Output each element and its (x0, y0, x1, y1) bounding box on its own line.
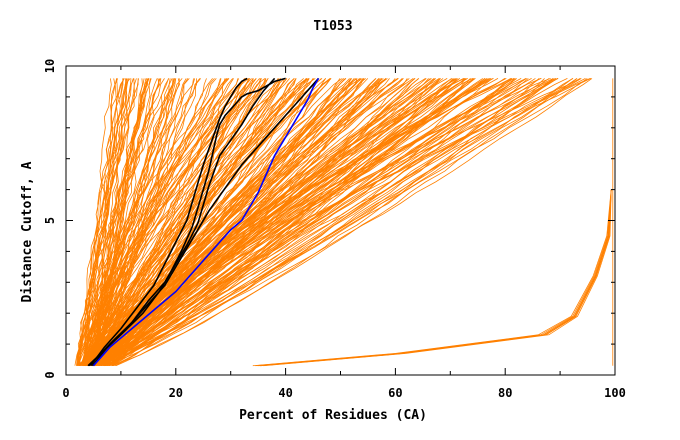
model-line (89, 78, 415, 367)
model-line (88, 78, 467, 367)
x-axis-label: Percent of Residues (CA) (239, 408, 427, 423)
model-line (78, 78, 194, 367)
model-line (87, 78, 529, 367)
model-line (98, 78, 361, 366)
model-line (109, 78, 578, 367)
model-line (106, 78, 490, 366)
x-tick-label: 20 (169, 386, 183, 400)
series-lines (87, 77, 320, 367)
axis-ticks (65, 65, 616, 376)
model-line (97, 78, 149, 366)
model-line (93, 78, 540, 367)
y-tick-label: 0 (43, 371, 57, 378)
model-line (99, 78, 448, 366)
chart-title: T1053 (313, 19, 352, 34)
model-line (90, 78, 350, 366)
background-model-lines (74, 78, 614, 367)
model-line (94, 78, 458, 367)
model-line (84, 78, 280, 366)
model-line (100, 78, 415, 367)
model-line (83, 78, 308, 366)
model-line (104, 78, 588, 366)
model-line (77, 78, 227, 366)
series-line-4 (87, 77, 286, 367)
y-tick-label: 5 (43, 217, 57, 224)
model-line (82, 78, 380, 366)
model-line (105, 78, 514, 367)
model-line (76, 78, 129, 366)
model-line (101, 78, 558, 367)
model-line (83, 78, 314, 366)
x-tick-label: 60 (388, 386, 402, 400)
model-line (85, 78, 457, 366)
model-line (94, 78, 160, 366)
model-line (95, 78, 536, 367)
model-line (82, 78, 251, 366)
model-line (104, 78, 515, 367)
model-line (90, 78, 119, 366)
model-line (106, 78, 527, 366)
model-line (106, 78, 475, 367)
series-line-1 (90, 77, 248, 367)
model-line (86, 78, 175, 366)
model-line (92, 78, 464, 366)
series-line-3 (88, 77, 320, 367)
model-line (252, 189, 612, 367)
model-line (89, 78, 408, 367)
y-tick-label: 10 (43, 59, 57, 73)
model-line (84, 78, 554, 367)
series-line-5 (92, 77, 320, 367)
model-line (81, 78, 410, 366)
model-line (113, 78, 485, 367)
model-line (102, 78, 151, 366)
model-line (82, 78, 257, 366)
model-line (109, 78, 384, 366)
model-line (102, 78, 556, 366)
series-line-2 (91, 77, 276, 367)
model-line (102, 78, 559, 366)
model-line (94, 78, 493, 367)
y-axis-label: Distance Cutoff, A (20, 161, 35, 302)
model-line (115, 78, 556, 367)
model-line (91, 78, 150, 366)
x-tick-label: 80 (498, 386, 512, 400)
model-line (257, 189, 612, 367)
model-line (90, 78, 512, 366)
x-tick-label: 100 (604, 386, 626, 400)
model-line (111, 78, 578, 367)
x-tick-label: 40 (278, 386, 292, 400)
model-line (115, 78, 437, 367)
model-line (86, 78, 380, 367)
x-tick-label: 0 (62, 386, 69, 400)
model-line (102, 78, 170, 366)
model-line (101, 78, 345, 367)
model-line (95, 78, 460, 367)
axis-tick-labels: 0 20 40 60 80 100 0 5 10 (43, 59, 626, 400)
model-line (87, 78, 396, 366)
model-line (78, 78, 269, 366)
model-line (106, 78, 360, 366)
model-line (98, 78, 444, 367)
model-line (78, 78, 254, 366)
model-line (88, 78, 134, 366)
model-line (106, 78, 387, 367)
